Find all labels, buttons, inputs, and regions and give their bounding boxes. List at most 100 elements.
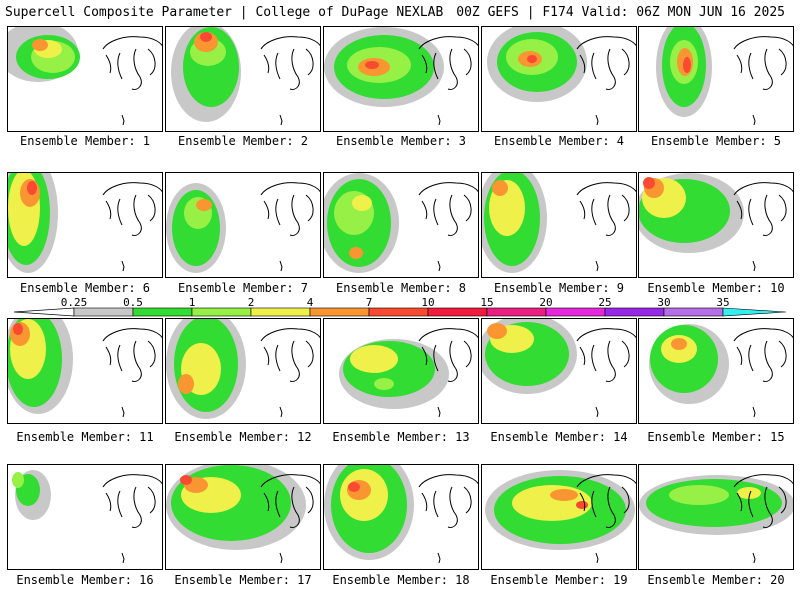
- scp-contour: [13, 323, 23, 335]
- scp-contour: [374, 378, 394, 390]
- scp-contour: [12, 472, 24, 488]
- great-lakes-coastline: [418, 474, 478, 528]
- colorbar-segment: [309, 307, 370, 317]
- great-lakes-coastline: [260, 36, 320, 90]
- colorbar-segment: [486, 307, 547, 317]
- member-map-12: [165, 318, 321, 424]
- coastline-fragment: [437, 260, 441, 272]
- member-caption: Ensemble Member: 14: [490, 430, 628, 444]
- colorbar-tick-label: 20: [539, 296, 552, 309]
- coastline-fragment: [595, 552, 599, 564]
- scp-contour: [671, 338, 687, 350]
- member-map-19: [481, 464, 637, 570]
- member-caption: Ensemble Member: 15: [647, 430, 785, 444]
- colorbar-tick-label: 15: [480, 296, 493, 309]
- scp-field-map: [8, 27, 162, 126]
- scp-field-map: [166, 182, 320, 273]
- member-caption: Ensemble Member: 10: [647, 281, 785, 295]
- member-map-3: [323, 26, 479, 132]
- great-lakes-coastline: [260, 474, 320, 528]
- member-map-20: [638, 464, 794, 570]
- color-scale-bar: 0.25 0.5 1 2 4 7 10 15 20 25 30 35: [13, 296, 787, 317]
- member-map-13: [323, 318, 479, 424]
- great-lakes-coastline: [733, 474, 793, 528]
- great-lakes-coastline: [733, 36, 793, 90]
- great-lakes-coastline: [576, 328, 636, 382]
- colorbar-tick-label: 2: [248, 296, 255, 309]
- coastline-fragment: [121, 114, 125, 126]
- scp-contour: [350, 345, 398, 373]
- member-caption: Ensemble Member: 16: [16, 573, 154, 587]
- coastline-fragment: [752, 114, 756, 126]
- scp-contour: [200, 32, 212, 42]
- colorbar-segment: [545, 307, 606, 317]
- member-caption: Ensemble Member: 17: [174, 573, 312, 587]
- coastline-fragment: [595, 114, 599, 126]
- scp-contour: [683, 57, 691, 73]
- member-caption: Ensemble Member: 3: [335, 134, 467, 148]
- scp-field-map: [8, 173, 162, 273]
- scp-field-map: [8, 319, 162, 418]
- colorbar-segment: [427, 307, 488, 317]
- scp-contour: [527, 55, 537, 63]
- scp-field-map: [656, 27, 793, 126]
- great-lakes-coastline: [576, 474, 636, 528]
- member-map-4: [481, 26, 637, 132]
- coastline-fragment: [595, 406, 599, 418]
- coastline-fragment: [279, 406, 283, 418]
- great-lakes-coastline: [102, 328, 162, 382]
- scp-field-map: [12, 470, 162, 564]
- coastline-fragment: [595, 260, 599, 272]
- great-lakes-coastline: [418, 328, 478, 382]
- coastline-fragment: [752, 552, 756, 564]
- member-map-18: [323, 464, 479, 570]
- member-caption: Ensemble Member: 20: [647, 573, 785, 587]
- chart-title: Supercell Composite Parameter | College …: [5, 5, 444, 20]
- colorbar-tick-label: 1: [189, 296, 196, 309]
- colorbar-tick-label: 35: [716, 296, 729, 309]
- great-lakes-coastline: [102, 36, 162, 90]
- scp-field-map: [649, 324, 793, 418]
- member-caption: Ensemble Member: 1: [19, 134, 151, 148]
- scp-contour: [352, 195, 372, 211]
- coastline-fragment: [121, 260, 125, 272]
- colorbar-tick-label: 10: [421, 296, 434, 309]
- member-caption: Ensemble Member: 5: [650, 134, 782, 148]
- member-map-9: [481, 172, 637, 278]
- coastline-fragment: [752, 406, 756, 418]
- scp-contour: [196, 199, 212, 211]
- colorbar-tick-label: 0.5: [123, 296, 143, 309]
- great-lakes-coastline: [576, 182, 636, 236]
- scp-contour: [348, 482, 360, 492]
- great-lakes-coastline: [260, 182, 320, 236]
- colorbar-tick-label: 7: [366, 296, 373, 309]
- great-lakes-coastline: [102, 182, 162, 236]
- colorbar-segment: [73, 307, 134, 317]
- member-map-1: [7, 26, 163, 132]
- coastline-fragment: [437, 114, 441, 126]
- colorbar-segment: [250, 307, 311, 317]
- member-map-8: [323, 172, 479, 278]
- scp-field-map: [482, 173, 636, 273]
- coastline-fragment: [437, 552, 441, 564]
- scp-contour: [178, 374, 194, 394]
- member-caption: Ensemble Member: 4: [493, 134, 625, 148]
- colorbar-segment: [604, 307, 665, 317]
- scp-field-map: [485, 470, 636, 564]
- coastline-fragment: [752, 260, 756, 272]
- member-map-7: [165, 172, 321, 278]
- member-caption: Ensemble Member: 7: [177, 281, 309, 295]
- colorbar-segment: [722, 307, 787, 317]
- member-caption: Ensemble Member: 2: [177, 134, 309, 148]
- scp-field-map: [324, 27, 478, 126]
- scp-contour: [32, 39, 48, 51]
- scp-contour: [737, 487, 761, 499]
- scp-contour: [365, 61, 379, 69]
- member-map-2: [165, 26, 321, 132]
- colorbar-tick-label: 0.25: [61, 296, 88, 309]
- scp-contour: [487, 323, 507, 339]
- coastline-fragment: [279, 260, 283, 272]
- member-caption: Ensemble Member: 13: [332, 430, 470, 444]
- scp-field-map: [171, 27, 320, 126]
- scp-contour: [550, 489, 578, 501]
